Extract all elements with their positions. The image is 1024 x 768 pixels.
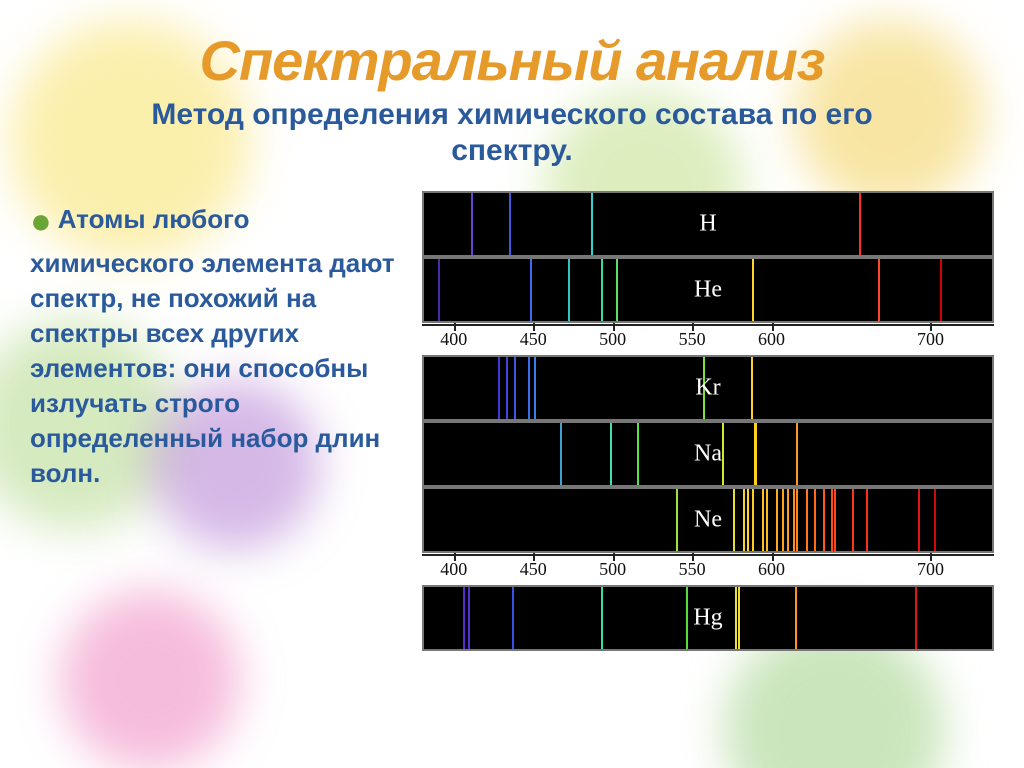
spectrum-row-kr: Kr — [422, 355, 994, 421]
element-label: Hg — [693, 605, 722, 632]
content-row: ●Атомы любого химического элемента дают … — [30, 191, 994, 651]
spectral-line — [755, 423, 757, 485]
spectral-line — [568, 259, 570, 321]
spectral-line — [866, 489, 868, 551]
spectral-line — [468, 587, 470, 649]
wavelength-axis: 400 450 500 550 600 700 — [422, 323, 994, 349]
spectral-line — [637, 423, 639, 485]
spectral-line — [528, 357, 530, 419]
spectral-line — [796, 489, 798, 551]
spectral-line — [735, 587, 737, 649]
spectral-line — [743, 489, 745, 551]
spectral-line — [506, 357, 508, 419]
element-label: He — [694, 277, 722, 304]
spectral-line — [733, 489, 735, 551]
spectral-line — [747, 489, 749, 551]
spectral-line — [878, 259, 880, 321]
body-paragraph: ●Атомы любого химического элемента дают … — [30, 197, 400, 491]
slide-page: Спектральный анализ Метод определения хи… — [0, 0, 1024, 768]
spectral-line — [686, 587, 688, 649]
axis-tick-label: 550 — [679, 559, 706, 580]
spectrum-row-he: He — [422, 257, 994, 323]
spectral-line — [806, 489, 808, 551]
spectral-line — [795, 587, 797, 649]
axis-tick-label: 400 — [440, 329, 467, 350]
spectral-line — [940, 259, 942, 321]
spectral-line — [814, 489, 816, 551]
spectral-line — [766, 489, 768, 551]
axis-tick-label: 500 — [599, 329, 626, 350]
spectrum-row-hg: Hg — [422, 585, 994, 651]
spectral-line — [915, 587, 917, 649]
axis-tick-label: 600 — [758, 329, 785, 350]
spectral-line — [591, 193, 593, 255]
axis-tick-label: 450 — [520, 559, 547, 580]
bullet-icon: ● — [30, 200, 52, 241]
spectral-line — [601, 587, 603, 649]
element-label: Kr — [695, 375, 720, 402]
axis-tick-label: 550 — [679, 329, 706, 350]
spectral-line — [751, 357, 753, 419]
axis-tick-label: 450 — [520, 329, 547, 350]
spectral-line — [823, 489, 825, 551]
spectral-line — [776, 489, 778, 551]
slide-subtitle: Метод определения химического состава по… — [30, 97, 994, 169]
spectral-line — [793, 489, 795, 551]
element-label: H — [699, 211, 716, 238]
body-text-column: ●Атомы любого химического элемента дают … — [30, 191, 400, 651]
element-label: Ne — [694, 507, 722, 534]
element-label: Na — [694, 441, 722, 468]
spectral-line — [787, 489, 789, 551]
spectral-line — [859, 193, 861, 255]
spectral-line — [530, 259, 532, 321]
spectral-line — [438, 259, 440, 321]
axis-tick-label: 500 — [599, 559, 626, 580]
spectrum-row-h: H — [422, 191, 994, 257]
spectrum-row-na: Na — [422, 421, 994, 487]
spectral-line — [934, 489, 936, 551]
spectral-line — [534, 357, 536, 419]
spectral-line — [738, 587, 740, 649]
spectral-line — [752, 259, 754, 321]
spectra-panel: H He 400 450 500 550 600 700 Kr Na Ne 400 450 500 550 6… — [422, 191, 994, 651]
spectral-line — [782, 489, 784, 551]
spectral-line — [514, 357, 516, 419]
spectral-line — [918, 489, 920, 551]
axis-tick-label: 700 — [917, 559, 944, 580]
spectral-line — [722, 423, 724, 485]
spectral-line — [752, 489, 754, 551]
spectral-line — [796, 423, 798, 485]
spectral-line — [512, 587, 514, 649]
spectral-line — [616, 259, 618, 321]
axis-tick-label: 600 — [758, 559, 785, 580]
spectrum-row-ne: Ne — [422, 487, 994, 553]
spectral-line — [471, 193, 473, 255]
spectral-line — [762, 489, 764, 551]
body-text: Атомы любого химического элемента дают с… — [30, 204, 395, 488]
spectral-line — [610, 423, 612, 485]
axis-tick-label: 700 — [917, 329, 944, 350]
spectral-line — [676, 489, 678, 551]
axis-tick-label: 400 — [440, 559, 467, 580]
slide-title: Спектральный анализ — [30, 28, 994, 93]
spectral-line — [560, 423, 562, 485]
wavelength-axis: 400 450 500 550 600 700 — [422, 553, 994, 579]
spectral-line — [498, 357, 500, 419]
spectral-line — [601, 259, 603, 321]
spectral-line — [509, 193, 511, 255]
spectral-line — [831, 489, 833, 551]
spectral-line — [834, 489, 836, 551]
spectral-line — [463, 587, 465, 649]
spectral-line — [852, 489, 854, 551]
